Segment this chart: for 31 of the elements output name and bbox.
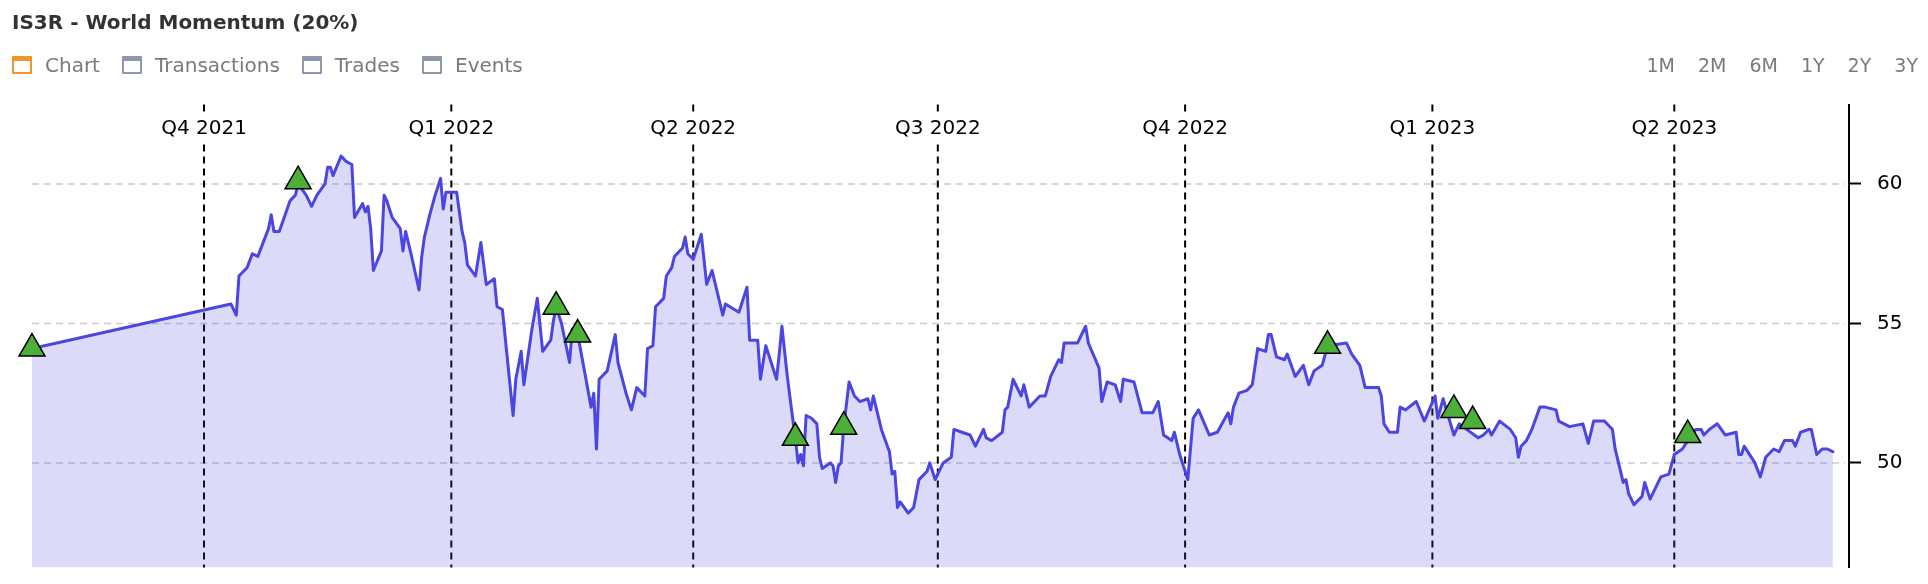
point: [1458, 405, 1487, 430]
text: Chart: [45, 53, 100, 77]
text: 1Y: [1800, 53, 1825, 77]
text: 2M: [1697, 53, 1727, 77]
text: Events: [455, 53, 523, 77]
point: [1440, 394, 1468, 419]
x-tick-label: Q4 2022: [1142, 114, 1228, 139]
text: Transactions: [154, 53, 280, 77]
point: [781, 422, 810, 447]
point: [563, 318, 592, 343]
x-tick-label: Q1 2022: [408, 114, 495, 139]
x-tick-label: Q3 2022: [894, 114, 981, 139]
point: [284, 165, 312, 190]
y-tick-label: 55: [1877, 309, 1903, 334]
point: [542, 290, 570, 315]
x-tick-label: Q2 2022: [650, 114, 737, 139]
text: 6M: [1749, 53, 1778, 77]
y-tick-label: 60: [1877, 170, 1903, 195]
text: Trades: [334, 53, 400, 77]
point: [1313, 330, 1342, 355]
chart-title: IS3R - World Momentum (20%): [12, 10, 359, 34]
x-tick-label: Q1 2023: [1389, 114, 1476, 139]
text: 2Y: [1847, 53, 1872, 77]
text: 1M: [1646, 53, 1675, 77]
text: 3Y: [1894, 53, 1918, 77]
point: [830, 410, 858, 435]
point: [18, 332, 46, 357]
x-tick-label: Q2 2023: [1631, 114, 1718, 139]
x-tick-label: Q4 2021: [161, 114, 247, 139]
y-tick-label: 50: [1877, 449, 1903, 474]
point: [1673, 419, 1702, 444]
